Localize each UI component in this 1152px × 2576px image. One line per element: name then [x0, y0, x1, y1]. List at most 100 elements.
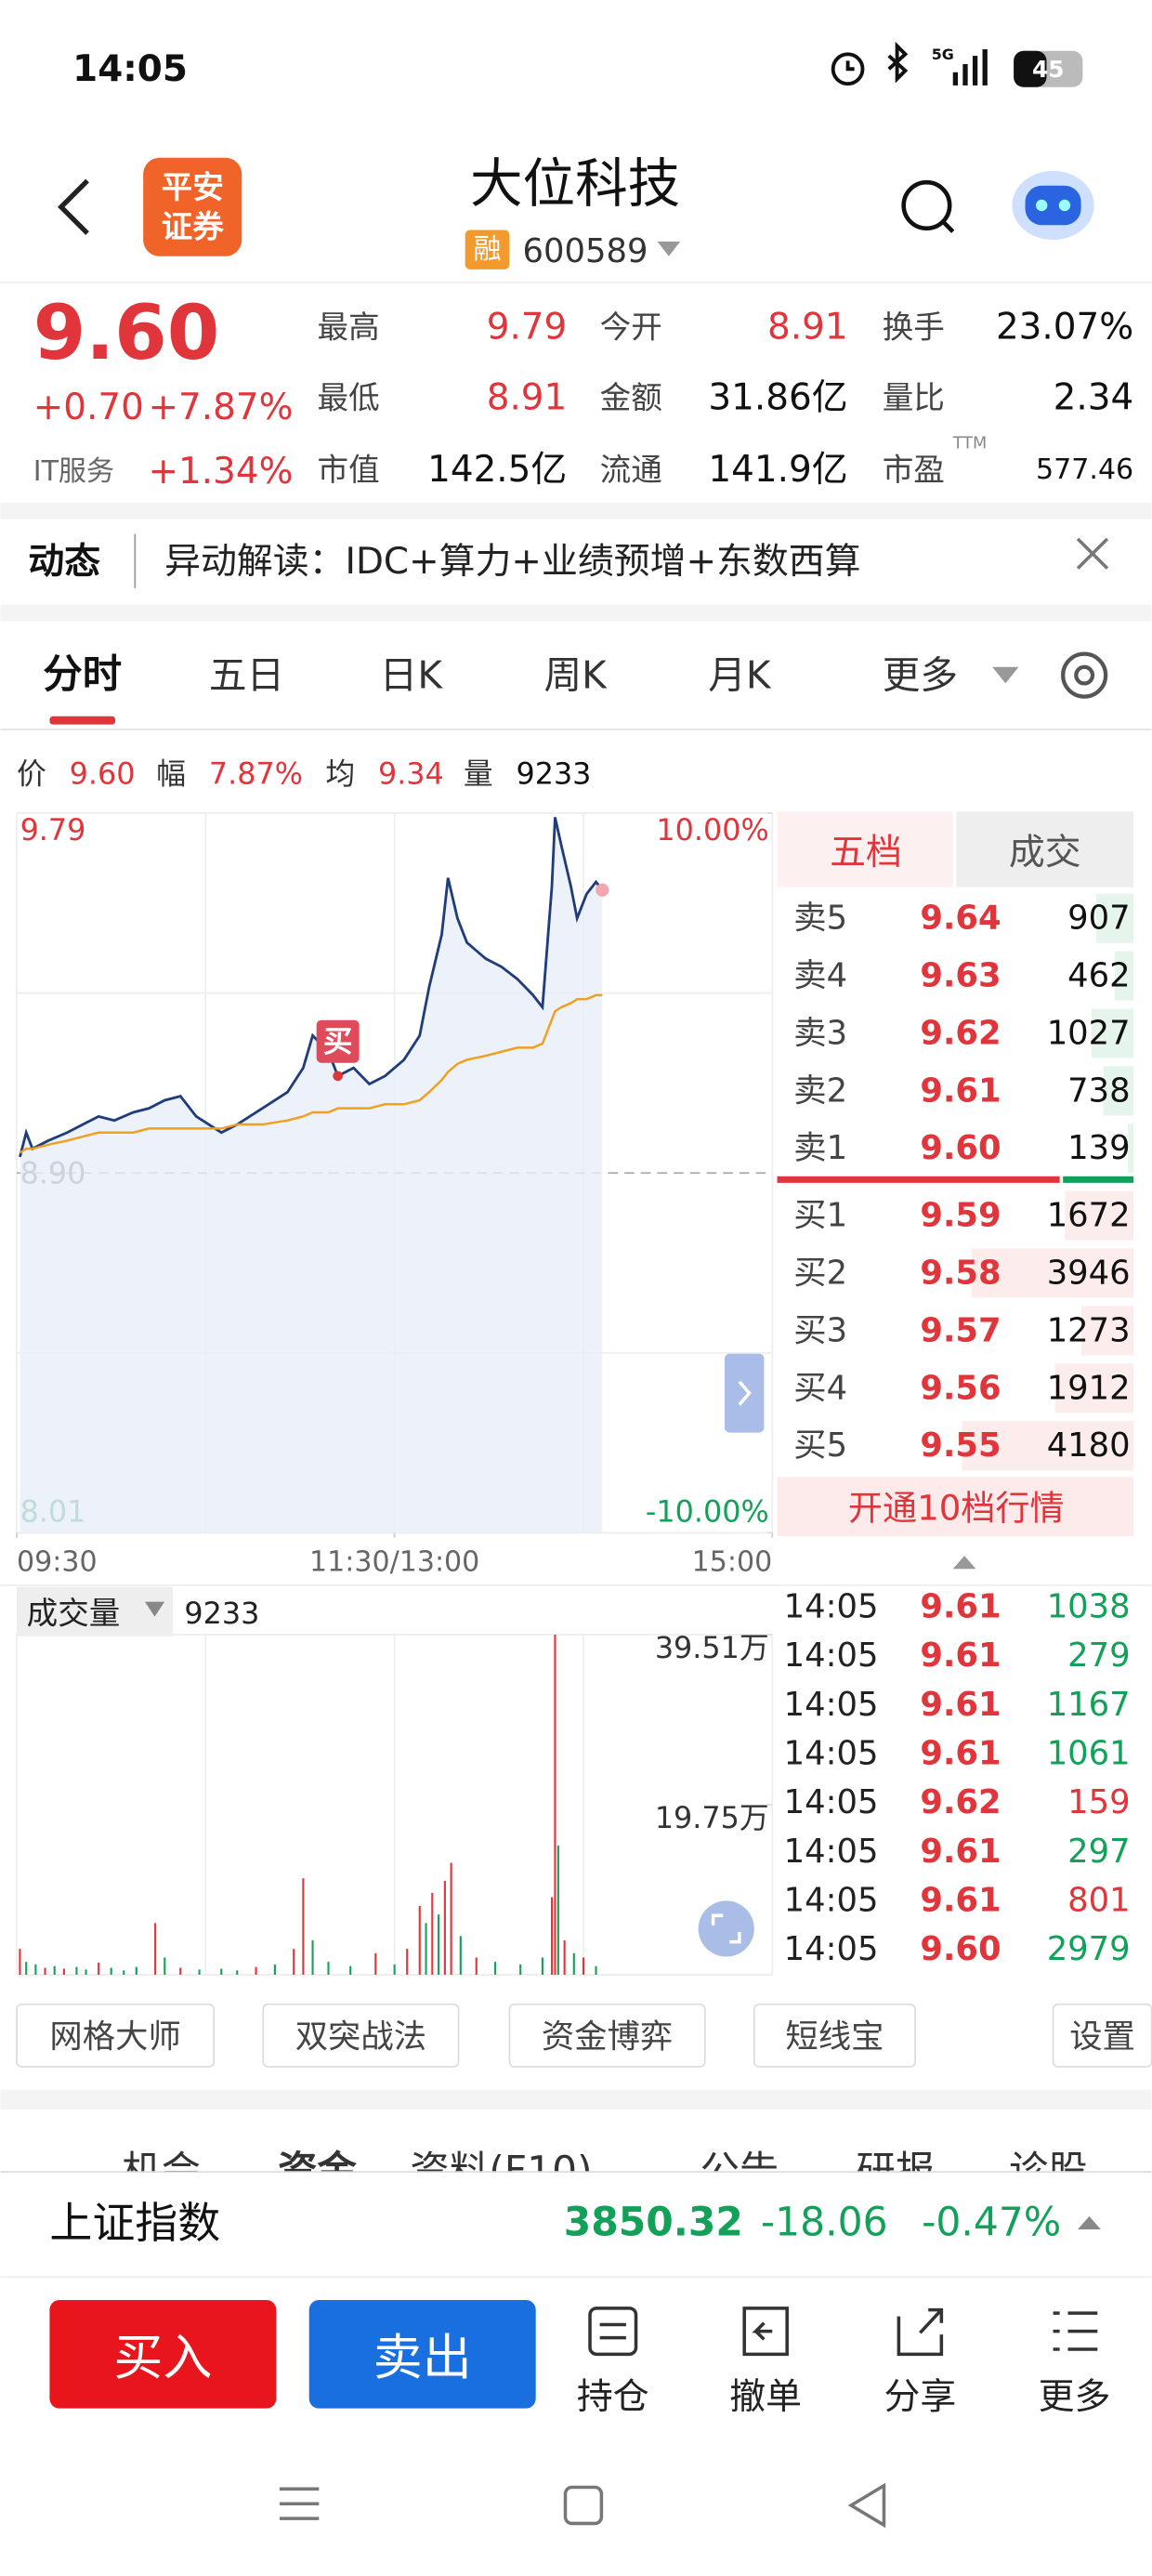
average-line [19, 993, 603, 1154]
chart-tab[interactable]: 更多 [883, 653, 958, 698]
upgrade-button: 开通10档行情 [848, 1488, 1065, 1528]
volume-bar [62, 1968, 65, 1975]
info-value: 9233 [516, 756, 591, 792]
active-tab-indicator [49, 716, 116, 725]
book-price: 9.55 [920, 1426, 1001, 1465]
volume-bar [110, 1967, 112, 1975]
search-button[interactable] [901, 179, 955, 233]
index-value: 3850.32 [564, 2200, 743, 2245]
y2-tick-label: -10.00% [646, 1493, 769, 1529]
sector-change: +1.34% [148, 451, 293, 493]
assistant-button[interactable] [1012, 170, 1094, 241]
trade-marker-text: 买 [323, 1024, 353, 1059]
depth-bar [1096, 893, 1134, 943]
expand-arrow[interactable] [1078, 2215, 1101, 2229]
book-quantity: 1672 [1047, 1197, 1131, 1235]
volume-bar [123, 1970, 125, 1975]
y-tick-label: 9.79 [20, 812, 86, 848]
book-level: 买3 [793, 1311, 847, 1349]
stat-value: 577.46 [1036, 453, 1133, 486]
settings-button[interactable] [1061, 651, 1108, 699]
close-button[interactable] [1076, 537, 1109, 570]
code-dropdown[interactable] [657, 241, 681, 256]
volume-bar [554, 1635, 556, 1975]
pe-tag: TTM [952, 434, 988, 453]
info-label: 幅 [156, 756, 186, 792]
book-price: 9.61 [920, 1071, 1001, 1110]
buy-label: 买入 [113, 2329, 212, 2386]
system-nav[interactable] [279, 2482, 886, 2529]
stat-value: 142.5亿 [427, 449, 567, 491]
info-label: 价 [17, 756, 46, 792]
volume-bar [135, 1966, 137, 1975]
index-bar [0, 2175, 1152, 2276]
book-level: 买2 [793, 1255, 847, 1293]
tool-button[interactable] [753, 2003, 916, 2068]
x-tick-label: 09:30 [17, 1546, 98, 1579]
volume-bar [425, 1923, 427, 1975]
volume-bar [572, 1952, 575, 1975]
tool-button[interactable] [262, 2003, 460, 2068]
volume-bar [431, 1892, 434, 1975]
chart-tab[interactable]: 月K [708, 653, 772, 698]
trade-price: 9.61 [920, 1686, 1001, 1724]
book-tab-bg[interactable] [956, 811, 1134, 887]
volume-value: 9233 [184, 1596, 259, 1631]
tool-label: 资金博弈 [542, 2018, 673, 2057]
chart-tab[interactable]: 五日 [209, 653, 284, 698]
tool-button[interactable] [16, 2003, 216, 2068]
chart-tab[interactable]: 分时 [43, 652, 122, 698]
stat-label: 量比 [883, 379, 945, 415]
index-change-pct: -0.47% [922, 2200, 1061, 2245]
book-quantity: 738 [1067, 1071, 1130, 1110]
sell-button[interactable] [308, 2300, 536, 2409]
info-label: 均 [325, 756, 355, 792]
trade-volume: 1167 [1047, 1686, 1131, 1724]
chart-tab[interactable]: 周K [543, 653, 608, 698]
book-tab: 五档 [830, 832, 902, 874]
volume-selector: 成交量 [27, 1596, 121, 1632]
margin-tag: 融 [474, 233, 502, 266]
volume-bar [85, 1969, 87, 1975]
tool-label: 网格大师 [49, 2018, 180, 2057]
collapse-arrow[interactable] [952, 1556, 976, 1570]
tool-button[interactable] [508, 2003, 706, 2068]
trade-time: 14:05 [784, 1735, 879, 1773]
volume-bar [154, 1923, 157, 1975]
trade-time: 14:05 [784, 1833, 879, 1871]
trade-volume: 801 [1067, 1882, 1130, 1920]
volume-bar [374, 1952, 377, 1975]
volume-bar [19, 1949, 21, 1975]
trade-time: 14:05 [784, 1686, 879, 1724]
book-quantity: 1273 [1047, 1311, 1131, 1349]
action-label: 分享 [884, 2376, 956, 2418]
y-tick-label: 19.75万 [655, 1800, 769, 1835]
price-area [20, 817, 603, 1533]
back-button[interactable] [58, 178, 89, 235]
stat-value: 141.9亿 [708, 449, 847, 491]
info-label: 量 [464, 756, 493, 792]
fullscreen-button[interactable] [698, 1900, 754, 1957]
divider [0, 502, 1152, 519]
info-value: 7.87% [209, 756, 303, 792]
trade-volume: 297 [1067, 1833, 1130, 1871]
trade-time: 14:05 [784, 1882, 879, 1920]
volume-bar [563, 1939, 566, 1975]
side-toggle[interactable] [724, 1353, 765, 1433]
stat-value: 9.79 [487, 306, 568, 348]
upgrade-button-bg[interactable] [777, 1477, 1134, 1536]
trade-time: 14:05 [784, 1783, 879, 1821]
trade-price: 9.61 [920, 1882, 1001, 1920]
book-level: 买4 [793, 1369, 847, 1407]
trade-price: 9.61 [920, 1833, 1001, 1871]
book-quantity: 1912 [1047, 1369, 1131, 1407]
volume-selector-bg[interactable] [17, 1586, 173, 1636]
chart-tab[interactable]: 日K [380, 653, 444, 698]
trade-volume: 2979 [1047, 1930, 1131, 1968]
buy-button[interactable] [49, 2300, 277, 2409]
volume-bar [164, 1957, 166, 1975]
logo-text: 平安 [162, 169, 224, 205]
book-tab-bg[interactable] [777, 811, 953, 887]
volume-bar [438, 1914, 440, 1975]
